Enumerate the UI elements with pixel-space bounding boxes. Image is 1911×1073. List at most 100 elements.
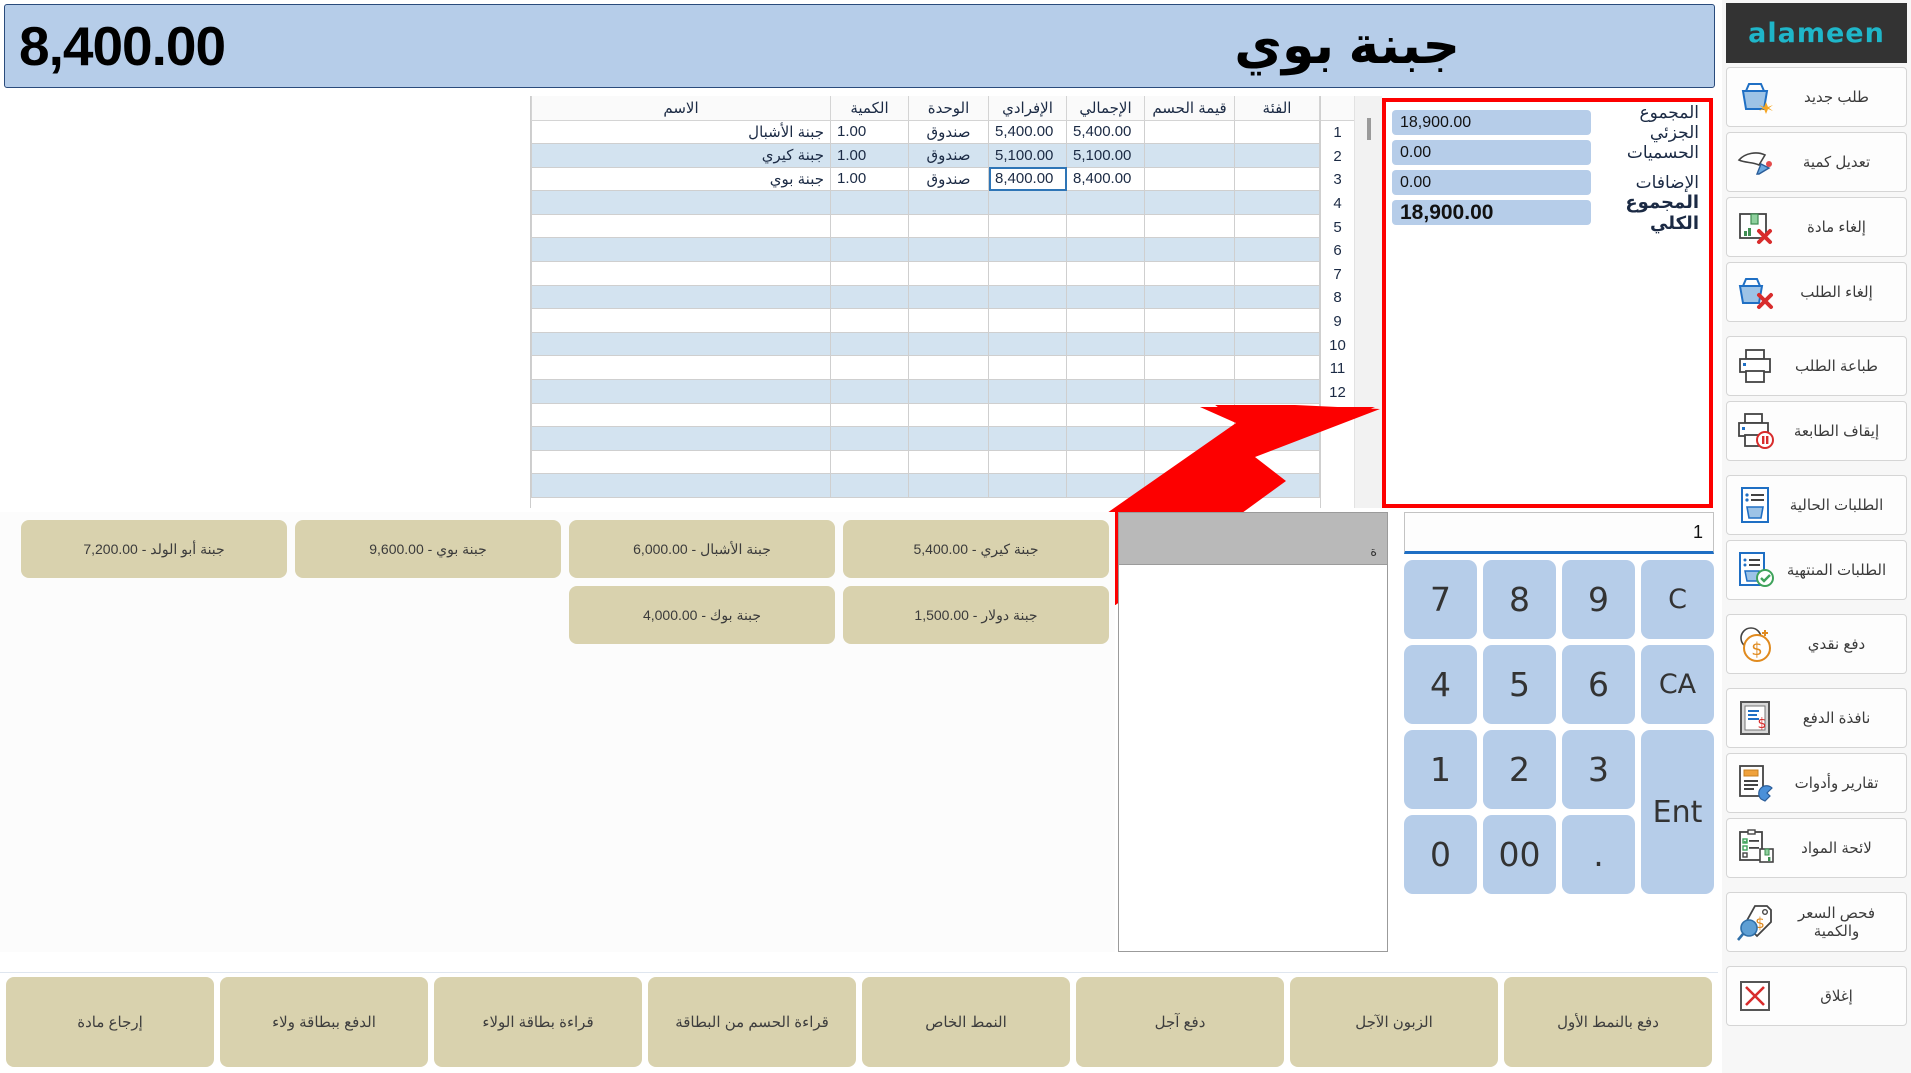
table-row[interactable]	[531, 237, 1320, 263]
sidebar-item-5[interactable]: طباعة الطلب	[1726, 336, 1907, 396]
cell-unit[interactable]	[908, 355, 989, 381]
cell-total[interactable]	[1066, 284, 1145, 310]
cell-discount-value[interactable]	[1144, 213, 1235, 239]
cell-quantity[interactable]: 1.00	[830, 166, 909, 192]
cell-discount-value[interactable]	[1144, 402, 1235, 428]
keypad-key-ca[interactable]: CA	[1641, 645, 1714, 724]
cell-unit[interactable]	[908, 449, 989, 475]
cell-unit-price[interactable]	[988, 190, 1067, 215]
bottom-action-button[interactable]: قراءة الحسم من البطاقة	[648, 977, 856, 1067]
sidebar-item-8[interactable]: الطلبات المنتهية	[1726, 540, 1907, 600]
cell-discount-value[interactable]	[1144, 166, 1235, 192]
product-button[interactable]: جبنة بوي - 9,600.00	[295, 520, 561, 578]
cell-total[interactable]	[1066, 308, 1145, 333]
table-row[interactable]	[531, 449, 1320, 475]
cell-unit-price[interactable]	[988, 261, 1067, 286]
cell-quantity[interactable]	[830, 190, 909, 215]
cell-unit-price[interactable]: 8,400.00	[988, 166, 1067, 192]
cell-discount-value[interactable]	[1144, 119, 1235, 145]
cell-unit-price[interactable]	[988, 331, 1067, 357]
col-header-total[interactable]: الإجمالي	[1066, 96, 1145, 121]
order-items-grid[interactable]: الفئة قيمة الحسم الإجمالي الإفرادي الوحد…	[530, 96, 1320, 508]
cell-unit[interactable]	[908, 379, 989, 404]
row-number[interactable]	[1321, 451, 1354, 475]
cell-name[interactable]	[531, 402, 831, 428]
keypad-key-c[interactable]: C	[1641, 560, 1714, 639]
table-row[interactable]	[531, 426, 1320, 451]
keypad-key-00[interactable]: 00	[1483, 815, 1556, 894]
keypad-key-9[interactable]: 9	[1562, 560, 1635, 639]
cell-category[interactable]	[1234, 308, 1320, 333]
row-number[interactable]: 9	[1333, 313, 1342, 331]
cell-unit[interactable]	[908, 331, 989, 357]
row-number[interactable]: 10	[1329, 336, 1346, 354]
cell-total[interactable]	[1066, 402, 1145, 428]
bottom-action-button[interactable]: النمط الخاص	[862, 977, 1070, 1067]
cell-unit-price[interactable]	[988, 355, 1067, 381]
cell-unit[interactable]	[908, 426, 989, 451]
sidebar-item-11[interactable]: تقارير وأدوات	[1726, 753, 1907, 813]
cell-unit-price[interactable]: 5,100.00	[988, 143, 1067, 168]
cell-unit[interactable]: صندوق	[908, 166, 989, 192]
keypad-key-1[interactable]: 1	[1404, 730, 1477, 809]
cell-discount-value[interactable]	[1144, 261, 1235, 286]
cell-discount-value[interactable]	[1144, 284, 1235, 310]
cell-discount-value[interactable]	[1144, 473, 1235, 498]
cell-quantity[interactable]: 1.00	[830, 143, 909, 168]
row-number[interactable]: 8	[1333, 289, 1342, 307]
table-row[interactable]: 5,400.00 5,400.00 صندوق 1.00 جبنة الأشبال	[531, 119, 1320, 145]
sidebar-item-2[interactable]: تعديل كمية	[1726, 132, 1907, 192]
cell-discount-value[interactable]	[1144, 449, 1235, 475]
cell-name[interactable]	[531, 237, 831, 263]
cell-unit[interactable]	[908, 213, 989, 239]
keypad-key-2[interactable]: 2	[1483, 730, 1556, 809]
product-button[interactable]: جبنة كيري - 5,400.00	[843, 520, 1109, 578]
cell-discount-value[interactable]	[1144, 143, 1235, 168]
table-row[interactable]	[531, 284, 1320, 310]
row-number[interactable]: 5	[1333, 218, 1342, 236]
cell-category[interactable]	[1234, 331, 1320, 357]
product-button[interactable]: جبنة الأشبال - 6,000.00	[569, 520, 835, 578]
keypad-key-3[interactable]: 3	[1562, 730, 1635, 809]
cell-category[interactable]	[1234, 166, 1320, 192]
sidebar-item-7[interactable]: الطلبات الحالية	[1726, 475, 1907, 535]
row-number[interactable]: 11	[1329, 360, 1346, 378]
table-row[interactable]	[531, 261, 1320, 286]
cell-unit[interactable]: صندوق	[908, 143, 989, 168]
cell-category[interactable]	[1234, 143, 1320, 168]
sidebar-item-9[interactable]: دفع نقدي $	[1726, 614, 1907, 674]
cell-name[interactable]	[531, 379, 831, 404]
cell-unit-price[interactable]	[988, 379, 1067, 404]
cell-quantity[interactable]	[830, 449, 909, 475]
cell-category[interactable]	[1234, 379, 1320, 404]
cell-total[interactable]	[1066, 426, 1145, 451]
col-header-unit-price[interactable]: الإفرادي	[988, 96, 1067, 121]
cell-category[interactable]	[1234, 261, 1320, 286]
table-row[interactable]	[531, 355, 1320, 381]
cell-unit-price[interactable]	[988, 449, 1067, 475]
cell-category[interactable]	[1234, 426, 1320, 451]
cell-unit-price[interactable]	[988, 426, 1067, 451]
cell-name[interactable]	[531, 473, 831, 498]
cell-unit[interactable]	[908, 308, 989, 333]
cell-unit[interactable]	[908, 402, 989, 428]
cell-total[interactable]: 8,400.00	[1066, 166, 1145, 192]
cell-discount-value[interactable]	[1144, 355, 1235, 381]
cell-quantity[interactable]	[830, 213, 909, 239]
keypad-key-4[interactable]: 4	[1404, 645, 1477, 724]
cell-quantity[interactable]	[830, 379, 909, 404]
cell-quantity[interactable]	[830, 261, 909, 286]
cell-unit-price[interactable]	[988, 308, 1067, 333]
cell-quantity[interactable]	[830, 426, 909, 451]
table-row[interactable]	[531, 213, 1320, 239]
bottom-action-button[interactable]: الدفع ببطاقة ولاء	[220, 977, 428, 1067]
cell-unit[interactable]	[908, 473, 989, 498]
cell-name[interactable]	[531, 331, 831, 357]
cell-name[interactable]: جبنة الأشبال	[531, 119, 831, 145]
cell-total[interactable]	[1066, 261, 1145, 286]
cell-discount-value[interactable]	[1144, 379, 1235, 404]
row-number[interactable]: 4	[1333, 195, 1342, 213]
sidebar-item-10[interactable]: نافذة الدفع $	[1726, 688, 1907, 748]
cell-discount-value[interactable]	[1144, 426, 1235, 451]
cell-name[interactable]	[531, 449, 831, 475]
